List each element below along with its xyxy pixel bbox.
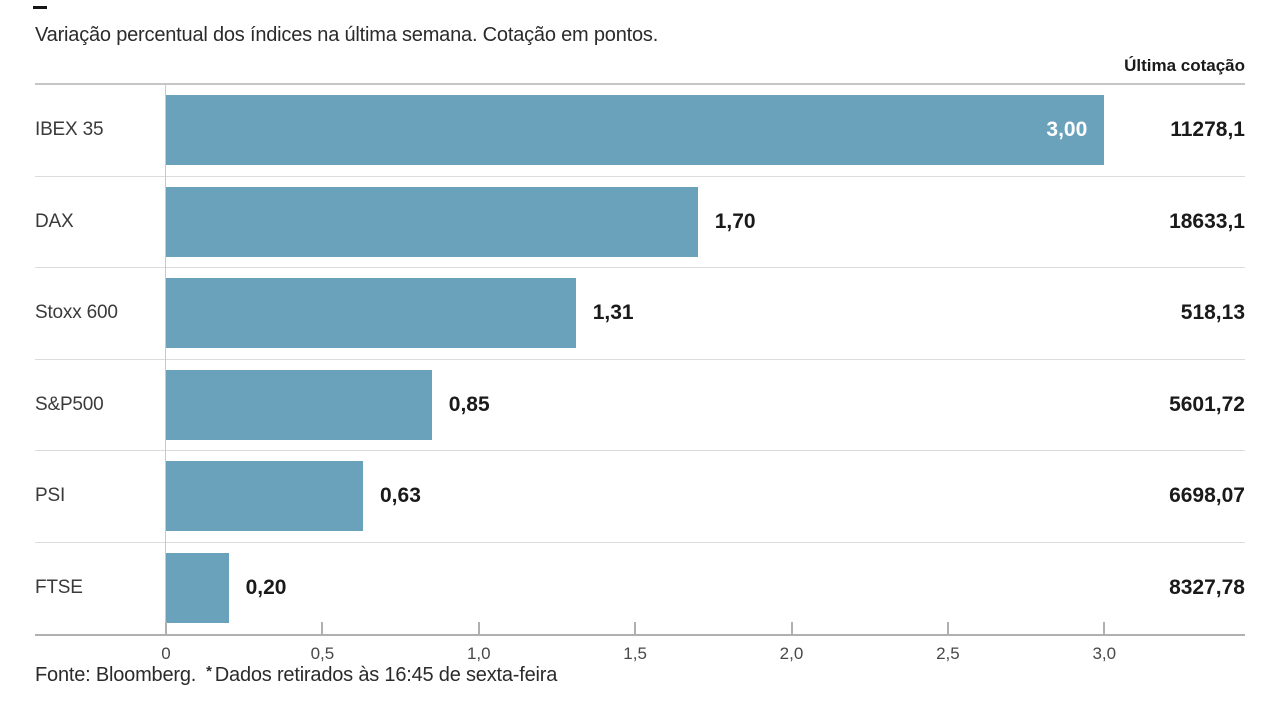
last-quote-value: 518,13 — [1180, 301, 1245, 325]
last-quote-value: 18633,1 — [1169, 209, 1245, 233]
bar-value-label: 0,20 — [245, 576, 287, 600]
x-axis-tick-label: 1,0 — [466, 644, 491, 663]
bar-value-label: 0,85 — [448, 392, 490, 416]
x-axis-tick — [1103, 622, 1106, 634]
top-left-dash — [33, 6, 47, 9]
index-label: DAX — [35, 210, 74, 232]
header-divider — [35, 83, 1245, 85]
x-axis-tick — [790, 622, 793, 634]
index-label: Stoxx 600 — [35, 302, 118, 324]
x-axis-tick-label: 1,5 — [623, 644, 647, 663]
value-bar — [166, 461, 363, 531]
bar-value-label: 1,70 — [714, 209, 756, 233]
chart-row: PSI 0,63 6698,07 — [35, 451, 1245, 543]
value-bar — [166, 186, 698, 257]
bar-value-label: 0,63 — [380, 484, 421, 508]
source-note: Fonte: Bloomberg. * Dados retirados às 16:… — [35, 663, 558, 687]
footnote-asterisk: * — [206, 663, 212, 680]
bar-value-label: 1,31 — [592, 301, 634, 325]
x-axis-tick-label: 0 — [161, 644, 171, 663]
x-axis-tick-label: 0,5 — [310, 644, 335, 663]
x-axis-tick-label: 2,5 — [936, 644, 960, 663]
chart-row: FTSE 0,20 8327,78 — [35, 543, 1245, 635]
index-label: S&P500 — [35, 393, 104, 415]
index-label: PSI — [35, 485, 66, 507]
chart-row: S&P500 0,85 5601,72 — [35, 360, 1245, 451]
x-axis-tick — [946, 622, 949, 634]
index-label: FTSE — [35, 577, 83, 599]
chart-title: Variação percentual dos índices na últim… — [35, 24, 659, 46]
x-axis-tick — [165, 622, 167, 634]
x-axis-tick-label: 3,0 — [1092, 644, 1117, 663]
value-bar — [166, 369, 432, 440]
last-quote-column-header: Última cotação — [1124, 56, 1245, 75]
last-quote-value: 5601,72 — [1169, 392, 1245, 416]
value-bar — [166, 278, 576, 348]
x-axis-tick-label: 2,0 — [779, 644, 804, 663]
value-bar: 3,00 — [166, 95, 1105, 165]
last-quote-value: 6698,07 — [1169, 484, 1245, 508]
value-bar — [166, 552, 229, 623]
last-quote-value: 8327,78 — [1169, 576, 1245, 600]
bar-chart: IBEX 35 3,00 11278,1 DAX 1,70 18633,1 Stoxx 60… — [35, 85, 1245, 634]
footnote-text: Dados retirados às 16:45 de sexta-feira — [214, 664, 558, 686]
x-axis-tick — [634, 622, 637, 634]
source-label: Fonte: Bloomberg. — [35, 664, 197, 686]
chart-row: IBEX 35 3,00 11278,1 — [35, 85, 1245, 177]
x-axis-tick — [477, 622, 480, 634]
x-axis-tick — [321, 622, 324, 634]
chart-row: DAX 1,70 18633,1 — [35, 177, 1245, 268]
chart-row: Stoxx 600 1,31 518,13 — [35, 268, 1245, 360]
bar-value-label: 3,00 — [1046, 118, 1088, 141]
index-label: IBEX 35 — [35, 119, 104, 141]
last-quote-value: 11278,1 — [1170, 118, 1245, 142]
zero-baseline — [165, 85, 166, 634]
x-axis-line — [35, 634, 1245, 636]
